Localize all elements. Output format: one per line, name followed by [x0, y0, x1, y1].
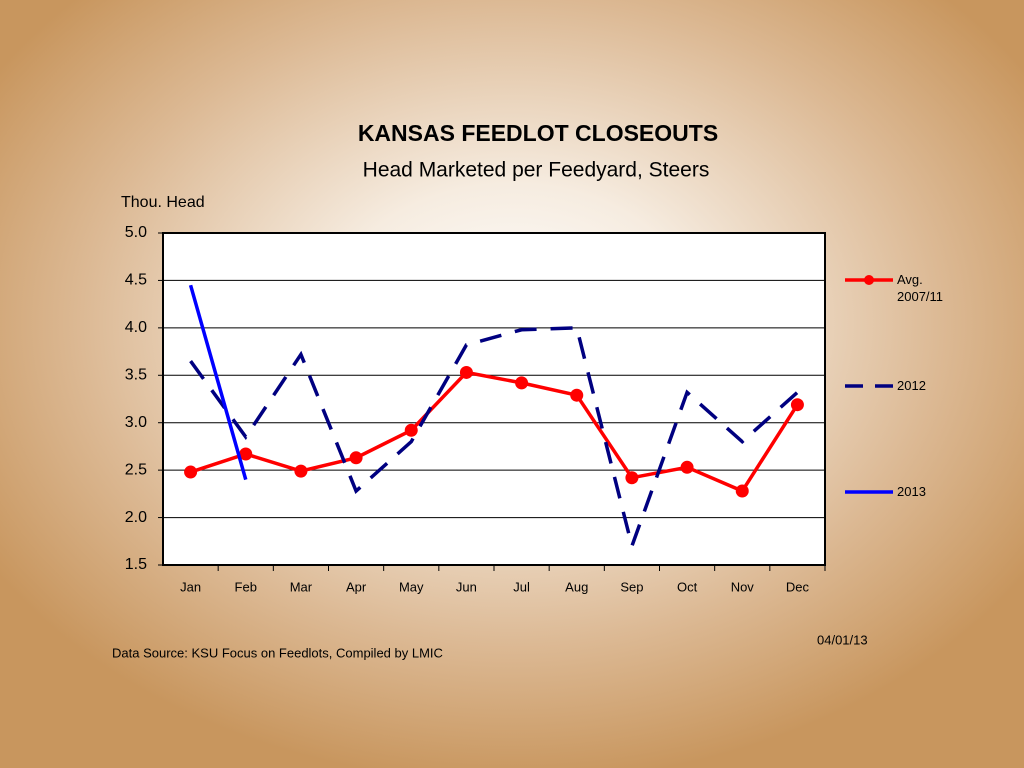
data-point	[404, 423, 418, 437]
data-point	[515, 376, 529, 390]
series-line	[188, 284, 248, 481]
data-point	[294, 464, 308, 478]
source-note: Data Source: KSU Focus on Feedlots, Comp…	[112, 645, 443, 660]
x-tick-label: Jul	[513, 579, 530, 594]
y-tick-label: 3.5	[125, 367, 147, 384]
series-line	[190, 370, 799, 494]
y-tick-label: 3.0	[125, 414, 147, 431]
y-tick-label: 4.0	[125, 319, 147, 336]
chart-subtitle: Head Marketed per Feedyard, Steers	[363, 159, 710, 182]
y-tick-label: 2.5	[125, 461, 147, 478]
y-axis-label: Thou. Head	[121, 194, 205, 211]
series-line	[189, 326, 799, 553]
plot-area	[163, 233, 825, 565]
data-point	[790, 398, 804, 412]
date-note: 04/01/13	[817, 632, 868, 647]
x-tick-label: Apr	[346, 579, 367, 594]
y-tick-label: 2.0	[125, 509, 147, 526]
data-point	[625, 471, 639, 485]
x-tick-label: Jun	[456, 579, 477, 594]
data-point	[459, 365, 473, 379]
x-tick-label: Nov	[731, 579, 755, 594]
data-point	[349, 451, 363, 465]
x-tick-label: Aug	[565, 579, 588, 594]
x-tick-label: Dec	[786, 579, 810, 594]
x-tick-label: Oct	[677, 579, 698, 594]
legend-label: Avg. 2007/11	[897, 272, 944, 304]
data-point	[680, 460, 694, 474]
legend-label: 2012	[897, 378, 926, 393]
legend-label: 2013	[897, 484, 926, 499]
x-tick-label: May	[399, 579, 424, 594]
y-tick-label: 4.5	[125, 272, 147, 289]
data-point	[184, 465, 198, 479]
chart-title: KANSAS FEEDLOT CLOSEOUTS	[358, 120, 718, 146]
legend-marker	[864, 275, 874, 285]
x-tick-label: Sep	[620, 579, 643, 594]
data-point	[239, 447, 253, 461]
x-tick-label: Mar	[290, 579, 313, 594]
y-tick-label: 5.0	[125, 224, 147, 241]
data-point	[735, 484, 749, 498]
x-tick-label: Feb	[235, 579, 257, 594]
y-tick-label: 1.5	[125, 556, 147, 573]
data-point	[570, 388, 584, 402]
x-tick-label: Jan	[180, 579, 201, 594]
